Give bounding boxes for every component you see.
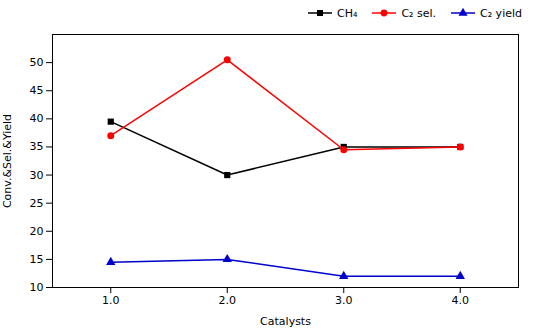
- svg-text:Catalysts: Catalysts: [260, 315, 311, 328]
- svg-text:25: 25: [30, 197, 44, 210]
- svg-text:Conv.&Sel.&Yield: Conv.&Sel.&Yield: [1, 114, 14, 208]
- svg-text:45: 45: [30, 84, 44, 97]
- svg-text:4.0: 4.0: [452, 294, 470, 307]
- svg-text:3.0: 3.0: [335, 294, 353, 307]
- svg-text:15: 15: [30, 253, 44, 266]
- svg-text:2.0: 2.0: [219, 294, 237, 307]
- svg-text:35: 35: [30, 140, 44, 153]
- svg-text:40: 40: [30, 112, 44, 125]
- svg-text:30: 30: [30, 169, 44, 182]
- svg-text:50: 50: [30, 56, 44, 69]
- html-text:C₂ yield: C₂ yield: [480, 6, 522, 20]
- svg-text:10: 10: [30, 281, 44, 294]
- html-text:C₂ sel.: C₂ sel.: [401, 6, 436, 20]
- svg-text:1.0: 1.0: [102, 294, 120, 307]
- html-text:CH₄: CH₄: [337, 6, 358, 20]
- svg-text:20: 20: [30, 225, 44, 238]
